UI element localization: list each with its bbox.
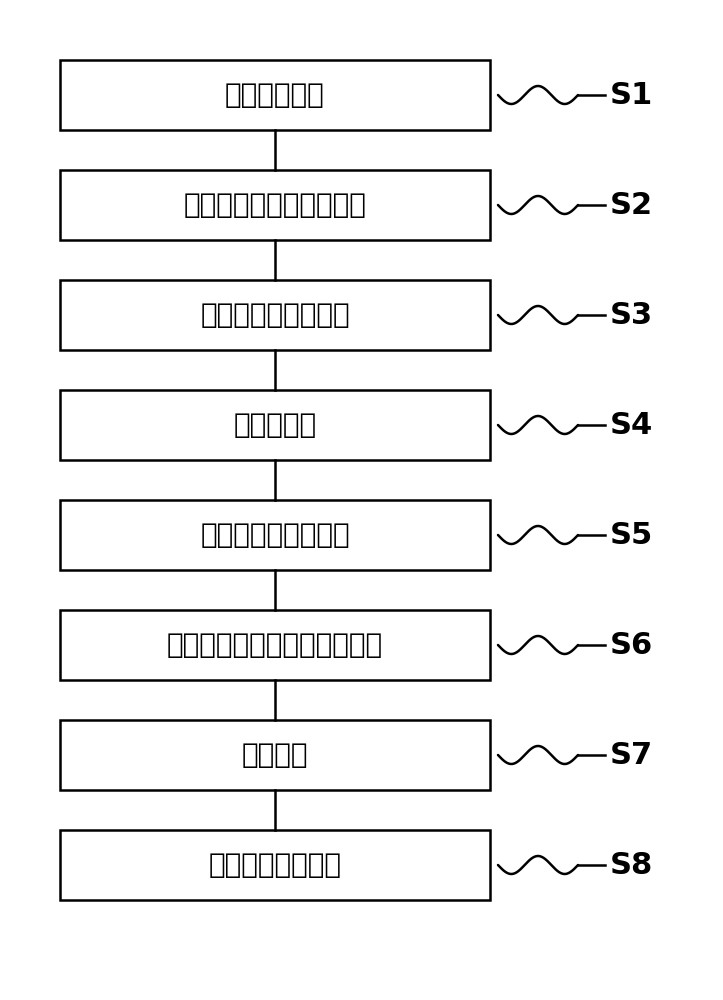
Text: S8: S8 — [610, 850, 654, 880]
Text: S7: S7 — [610, 740, 653, 770]
Bar — [60, 170, 490, 240]
Bar — [60, 610, 490, 680]
Text: 放入第二块玻璃纤维: 放入第二块玻璃纤维 — [200, 521, 350, 549]
Bar — [60, 830, 490, 900]
Text: S4: S4 — [610, 410, 654, 440]
Text: 安装底盖: 安装底盖 — [241, 741, 308, 769]
Text: S6: S6 — [610, 631, 654, 660]
Text: 进气口不干胶密封: 进气口不干胶密封 — [208, 851, 341, 879]
Text: 安装含滤烟纸的下过滤板: 安装含滤烟纸的下过滤板 — [184, 191, 367, 219]
Text: 装填滤毒料: 装填滤毒料 — [234, 411, 317, 439]
Bar — [60, 500, 490, 570]
Text: S5: S5 — [610, 520, 654, 550]
Text: 放入第一块玻璃纤维: 放入第一块玻璃纤维 — [200, 301, 350, 329]
Text: 一体注塑成型: 一体注塑成型 — [225, 81, 325, 109]
Text: 安装含密封圈功能的上过滤板: 安装含密封圈功能的上过滤板 — [167, 631, 383, 659]
Bar — [60, 720, 490, 790]
Text: S2: S2 — [610, 190, 653, 220]
Bar — [60, 60, 490, 130]
Text: S1: S1 — [610, 81, 654, 109]
Bar — [60, 280, 490, 350]
Bar — [60, 390, 490, 460]
Text: S3: S3 — [610, 300, 653, 330]
